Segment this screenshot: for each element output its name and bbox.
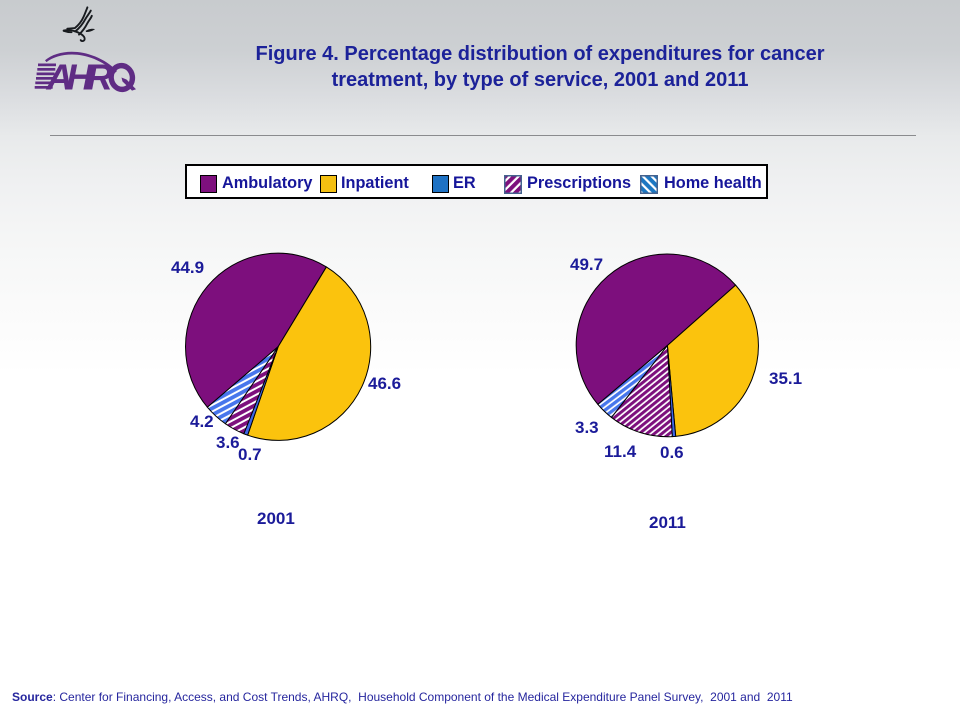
svg-text:AHR: AHR <box>46 57 114 98</box>
